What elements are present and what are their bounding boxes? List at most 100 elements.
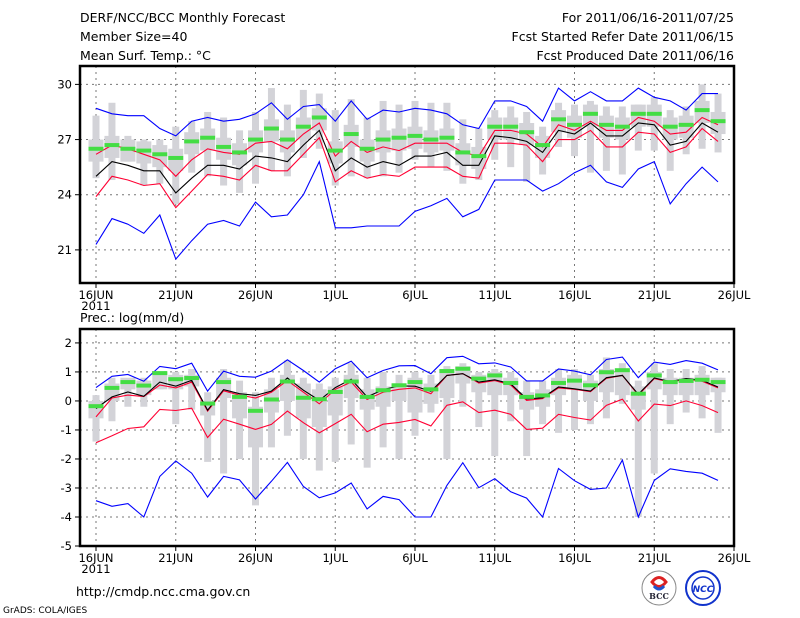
series-line-max	[95, 355, 719, 393]
x-tick-label: 16JUN	[78, 551, 113, 565]
y-tick-label: 21	[57, 243, 72, 257]
box-bar	[88, 400, 104, 419]
whisker-bar	[475, 371, 483, 428]
median-marker	[248, 408, 263, 413]
median-marker	[678, 122, 694, 127]
median-marker	[439, 135, 455, 140]
median-marker	[423, 387, 439, 392]
median-marker	[232, 394, 248, 399]
median-marker	[248, 137, 263, 142]
box-bar	[311, 389, 327, 428]
median-marker	[535, 143, 551, 148]
median-marker	[710, 380, 726, 385]
median-marker	[327, 148, 343, 153]
produced-date: Fcst Produced Date 2011/06/16	[536, 48, 734, 63]
median-marker	[359, 146, 375, 151]
median-marker	[168, 155, 184, 160]
box-bar	[391, 383, 407, 401]
median-marker	[136, 148, 152, 153]
median-marker	[471, 376, 487, 381]
whisker-bar	[634, 104, 642, 151]
start-date: Fcst Started Refer Date 2011/06/15	[512, 29, 735, 44]
member-size: Member Size=40	[80, 29, 187, 44]
median-marker	[120, 146, 136, 151]
median-marker	[407, 380, 423, 385]
series-line-lower	[95, 398, 719, 444]
y-tick-label: 0	[65, 394, 72, 408]
median-marker	[184, 139, 200, 144]
median-marker	[503, 380, 519, 385]
forecast-period: For 2011/06/16-2011/07/25	[562, 10, 734, 25]
source-url[interactable]: http://cmdp.ncc.cma.gov.cn	[76, 584, 250, 599]
median-marker	[710, 119, 726, 124]
median-marker	[439, 369, 455, 374]
ncc-logo-text: NCC	[693, 585, 714, 595]
whisker-bar	[714, 377, 722, 433]
median-marker	[184, 376, 200, 381]
x-tick-label: 6JUL	[402, 551, 428, 565]
x-tick-label: 26JUL	[718, 288, 751, 302]
median-marker	[216, 380, 232, 385]
x-tick-label: 26JUN	[238, 288, 273, 302]
whisker-bar	[491, 369, 499, 457]
x-tick-label: 21JUN	[158, 288, 193, 302]
median-marker	[614, 368, 630, 373]
x-tick-label: 21JUN	[158, 551, 193, 565]
median-marker	[279, 379, 295, 384]
whisker-bar	[236, 380, 244, 459]
median-marker	[423, 137, 439, 142]
whisker-bar	[634, 380, 642, 517]
median-marker	[152, 152, 168, 157]
median-marker	[662, 380, 678, 385]
series-line-min	[95, 159, 719, 261]
box-bar	[503, 377, 519, 396]
median-marker	[630, 391, 646, 396]
series-line-mean	[95, 122, 719, 194]
x-year-label: 2011	[81, 562, 110, 576]
whisker-bar	[666, 369, 674, 425]
series-line-max	[95, 87, 718, 137]
whisker-bar	[586, 100, 594, 173]
plot-frame	[78, 327, 736, 548]
median-marker	[168, 377, 184, 382]
median-marker	[327, 389, 343, 394]
series-line-min	[95, 458, 719, 519]
box-bar	[439, 369, 455, 399]
median-marker	[487, 373, 503, 378]
bcc-logo: BCC	[641, 570, 677, 606]
series-line-lower	[95, 127, 719, 209]
box-bar	[248, 406, 263, 448]
plot-frame	[78, 64, 736, 285]
median-marker	[120, 380, 136, 385]
y-tick-label: 30	[57, 77, 72, 91]
x-tick-label: 1JUL	[322, 288, 348, 302]
median-marker	[614, 124, 630, 129]
median-marker	[359, 394, 375, 399]
precipitation-chart: 16JUN 21JUN 26JUN 1JUL 6JUL 11JUL 16JUL 21JUL 26…	[61, 327, 751, 576]
median-marker	[471, 154, 487, 159]
median-marker	[582, 383, 598, 388]
whisker-bar	[555, 369, 563, 433]
y-tick-label: 27	[57, 133, 72, 147]
median-marker	[200, 401, 216, 406]
median-marker	[519, 394, 535, 399]
whisker-bar	[650, 363, 658, 474]
whisker-bar	[363, 377, 371, 468]
whisker-bar	[220, 369, 228, 474]
temperature-chart: 16JUN 21JUN 26JUN 1JUL 6JUL 11JUL 16JUL 21JUL 26…	[57, 64, 751, 313]
median-marker	[391, 135, 407, 140]
median-marker	[263, 397, 279, 402]
median-marker	[551, 117, 567, 122]
x-tick-label: 26JUL	[718, 551, 751, 565]
variable-label-precip: Prec.: log(mm/d)	[80, 310, 184, 325]
x-tick-label: 21JUL	[638, 551, 671, 565]
figure-title: DERF/NCC/BCC Monthly Forecast	[80, 10, 285, 25]
median-marker	[646, 111, 662, 116]
median-marker	[88, 404, 104, 409]
median-marker	[455, 150, 471, 155]
median-marker	[216, 144, 232, 149]
median-marker	[567, 122, 582, 127]
x-year-label: 2011	[81, 299, 110, 313]
x-tick-label: 16JUL	[558, 551, 591, 565]
whisker-bar	[347, 363, 355, 445]
